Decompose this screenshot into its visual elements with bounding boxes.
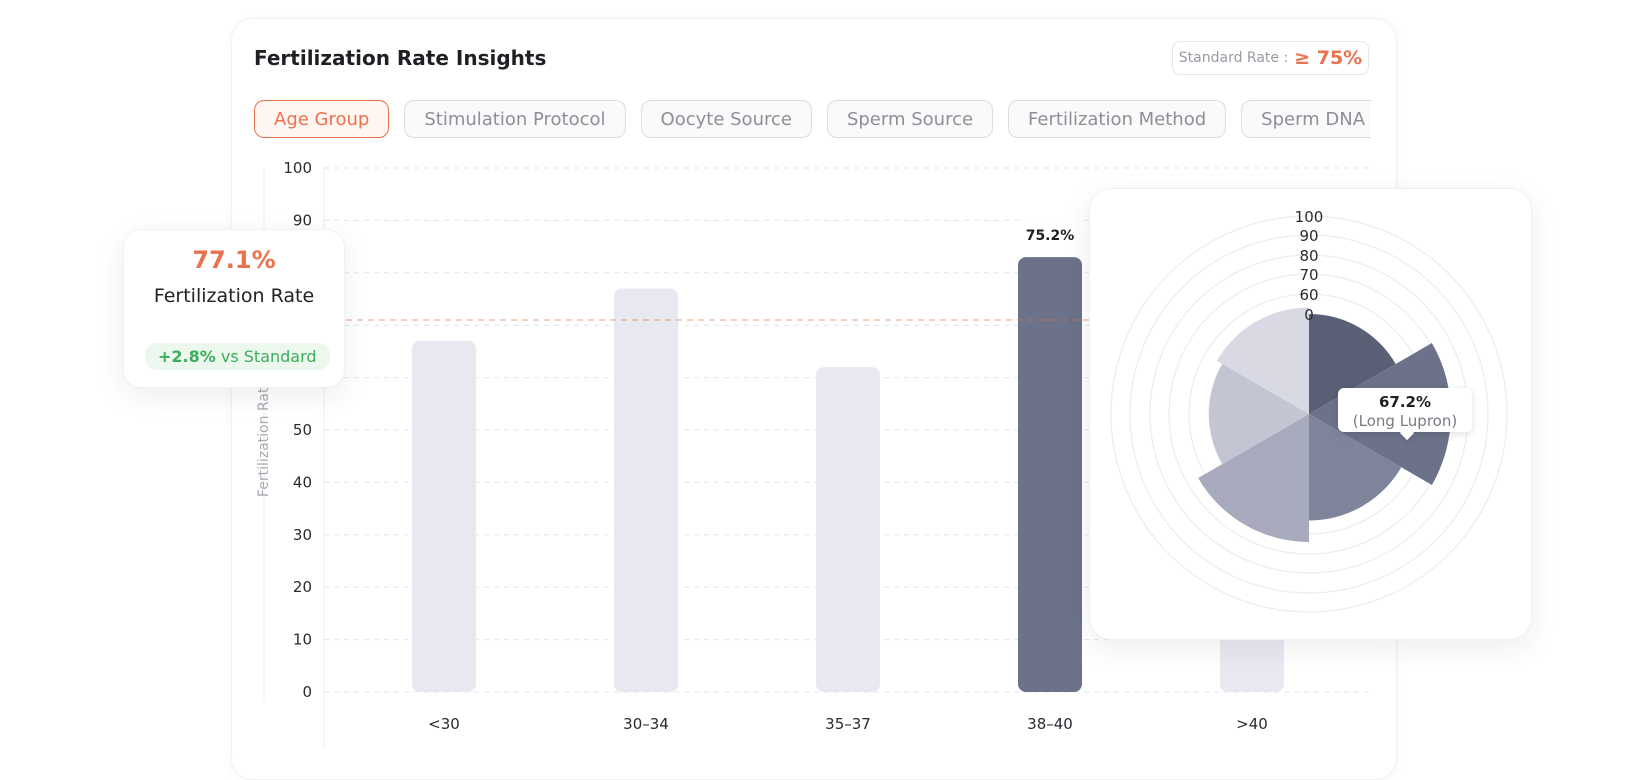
bar-data-label: 75.2% xyxy=(1026,228,1075,244)
y-tick-label: 10 xyxy=(293,631,312,649)
polar-tooltip-name: (Long Lupron) xyxy=(1352,412,1458,430)
tab-age-group[interactable]: Age Group xyxy=(254,100,390,138)
summary-label: Fertilization Rate xyxy=(153,285,315,307)
panel-title: Fertilization Rate Insights xyxy=(254,46,547,70)
polar-tooltip-value: 67.2% xyxy=(1378,393,1432,411)
delta-badge: +2.8% vs Standard xyxy=(145,343,330,370)
polar-tick-label: 0 xyxy=(1304,306,1314,324)
summary-tooltip: 77.1% Fertilization Rate +2.8% vs Standa… xyxy=(123,229,345,388)
polar-ring xyxy=(1129,234,1489,594)
polar-tick-label: 80 xyxy=(1299,247,1318,265)
x-tick-label: 35–37 xyxy=(825,715,871,733)
bar-3[interactable] xyxy=(1018,257,1082,692)
delta-value: +2.8% xyxy=(158,347,216,366)
tab-sperm-source[interactable]: Sperm Source xyxy=(826,100,994,138)
standard-rate-badge: Standard Rate : ≥ 75% xyxy=(1172,41,1369,75)
y-tick-label: 50 xyxy=(293,421,312,439)
delta-suffix: vs Standard xyxy=(220,347,317,366)
polar-sector-5[interactable] xyxy=(1216,307,1309,415)
tab-oocyte-source[interactable]: Oocyte Source xyxy=(640,100,812,138)
filter-tabs: Age Group Stimulation Protocol Oocyte Sour… xyxy=(254,100,1371,140)
x-tick-label: >40 xyxy=(1236,715,1268,733)
polar-sector-2[interactable] xyxy=(1309,414,1402,521)
polar-tick-label: 70 xyxy=(1299,266,1318,284)
polar-sector-0[interactable] xyxy=(1309,314,1396,414)
polar-tick-label: 90 xyxy=(1299,227,1318,245)
bar-1[interactable] xyxy=(614,288,678,692)
polar-tick-label: 100 xyxy=(1295,208,1324,226)
x-tick-label: 30–34 xyxy=(623,715,669,733)
bar-data-label-box xyxy=(1016,220,1084,249)
x-tick-label: <30 xyxy=(428,715,460,733)
polar-tick-label: 60 xyxy=(1299,286,1318,304)
summary-value: 77.1% xyxy=(192,246,276,274)
bar-0[interactable] xyxy=(412,340,476,692)
tab-stimulation-protocol[interactable]: Stimulation Protocol xyxy=(404,100,626,138)
polar-sector-4[interactable] xyxy=(1208,364,1309,464)
standard-rate-label: Standard Rate : xyxy=(1178,50,1289,66)
y-tick-label: 90 xyxy=(293,211,312,229)
y-axis-label: Fertilization Rate xyxy=(256,379,272,497)
bar-2[interactable] xyxy=(816,367,880,692)
y-tick-label: 100 xyxy=(283,159,312,177)
polar-sector-3[interactable] xyxy=(1198,414,1309,542)
y-tick-label: 40 xyxy=(293,473,312,491)
tab-fertilization-method[interactable]: Fertilization Method xyxy=(1008,100,1227,138)
x-tick-label: 38–40 xyxy=(1027,715,1073,733)
polar-ring xyxy=(1110,215,1508,613)
polar-tooltip: 67.2% (Long Lupron) xyxy=(1338,388,1472,441)
standard-rate-value: ≥ 75% xyxy=(1294,47,1363,69)
y-tick-label: 20 xyxy=(293,578,312,596)
y-tick-label: 0 xyxy=(302,683,312,701)
y-tick-label: 30 xyxy=(293,526,312,544)
tab-sperm-dna-fragmentation[interactable]: Sperm DNA Fragmentation xyxy=(1241,100,1371,138)
